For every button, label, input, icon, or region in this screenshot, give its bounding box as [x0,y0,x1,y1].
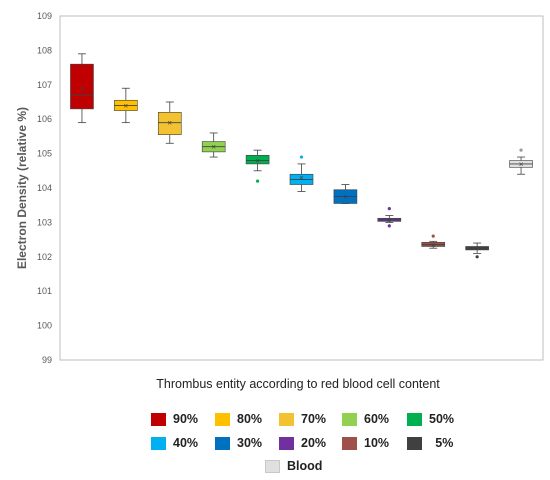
y-tick-label: 101 [37,286,52,296]
legend-swatch [151,412,166,426]
legend-item-blood: Blood [265,458,322,474]
y-tick-label: 107 [37,80,52,90]
legend-label: 30% [237,436,263,450]
mean-marker: × [431,241,436,250]
legend-swatch [215,412,230,426]
legend-swatch [265,459,280,473]
box-80pct: × [114,87,138,124]
outlier-point [431,234,435,238]
mean-marker: × [343,193,348,202]
legend-label: 60% [364,412,390,426]
outlier-point [387,207,391,211]
legend-item-5pct: 5% [407,435,453,451]
y-axis-label: Electron Density (relative %) [15,107,29,269]
outlier-point [387,224,391,228]
y-tick-label: 102 [37,252,52,262]
mean-marker: × [299,174,304,183]
box-series: × × × × × × × × × × × [70,53,533,259]
mean-marker: × [80,84,85,93]
outlier-point [255,179,260,183]
box-30pct: × [333,184,358,204]
legend-label: 90% [173,412,199,426]
x-axis-label: Thrombus entity according to red blood c… [156,377,440,391]
legend-label: 80% [237,412,263,426]
legend-item-90pct: 90% [151,411,198,427]
box-body [245,155,270,165]
legend-item-70pct: 70% [279,411,326,427]
legend-swatch [151,436,166,450]
legend-item-60pct: 60% [342,411,389,427]
legend-label: 50% [429,412,455,426]
y-tick-label: 108 [37,45,52,55]
box-40pct: × [289,155,314,192]
y-tick-label: 106 [37,114,52,124]
box-body [157,112,182,135]
legend-swatch [215,436,230,450]
legend-swatch [279,436,294,450]
mean-marker: × [519,160,524,169]
legend-label: 10% [364,436,390,450]
outlier-point [299,155,304,159]
box-5pct: × [465,242,489,259]
legend-swatch [342,436,357,450]
box-blood: × [509,148,533,175]
legend-swatch [342,412,357,426]
mean-marker: × [255,156,260,165]
legend-label: 5% [429,436,454,450]
mean-marker: × [211,143,216,152]
legend-item-30pct: 30% [215,435,262,451]
y-tick-label: 104 [37,183,52,193]
legend-swatch [407,436,422,450]
mean-marker: × [124,101,129,110]
legend-swatch [279,412,294,426]
box-10pct: × [421,234,446,250]
box-90pct: × [70,53,94,124]
box-body [70,63,94,110]
legend-item-10pct: 10% [342,435,389,451]
outlier-point [475,255,479,259]
legend-swatch [407,412,422,426]
box-20pct: × [377,207,402,228]
legend-label: Blood [287,459,323,473]
legend-item-40pct: 40% [151,435,198,451]
legend-item-50pct: 50% [407,411,454,427]
y-axis-ticks: 99 100 101 102 103 104 105 106 107 108 109 [37,11,52,365]
y-tick-label: 109 [37,11,52,21]
legend: 90% 80% 70% 60% 50% 40% 30% 20% 10% 5% Blood [0,405,550,477]
y-tick-label: 103 [37,217,52,227]
box-60pct: × [201,132,226,158]
legend-label: 70% [301,412,327,426]
y-tick-label: 100 [37,321,52,331]
y-tick-label: 99 [42,355,52,365]
legend-item-80pct: 80% [215,411,262,427]
legend-item-20pct: 20% [279,435,326,451]
legend-label: 40% [173,436,199,450]
mean-marker: × [167,119,172,128]
mean-marker: × [475,244,480,253]
y-tick-label: 105 [37,149,52,159]
outlier-point [519,148,523,152]
mean-marker: × [387,216,392,225]
legend-label: 20% [301,436,327,450]
box-70pct: × [157,101,182,144]
box-50pct: × [245,149,270,183]
